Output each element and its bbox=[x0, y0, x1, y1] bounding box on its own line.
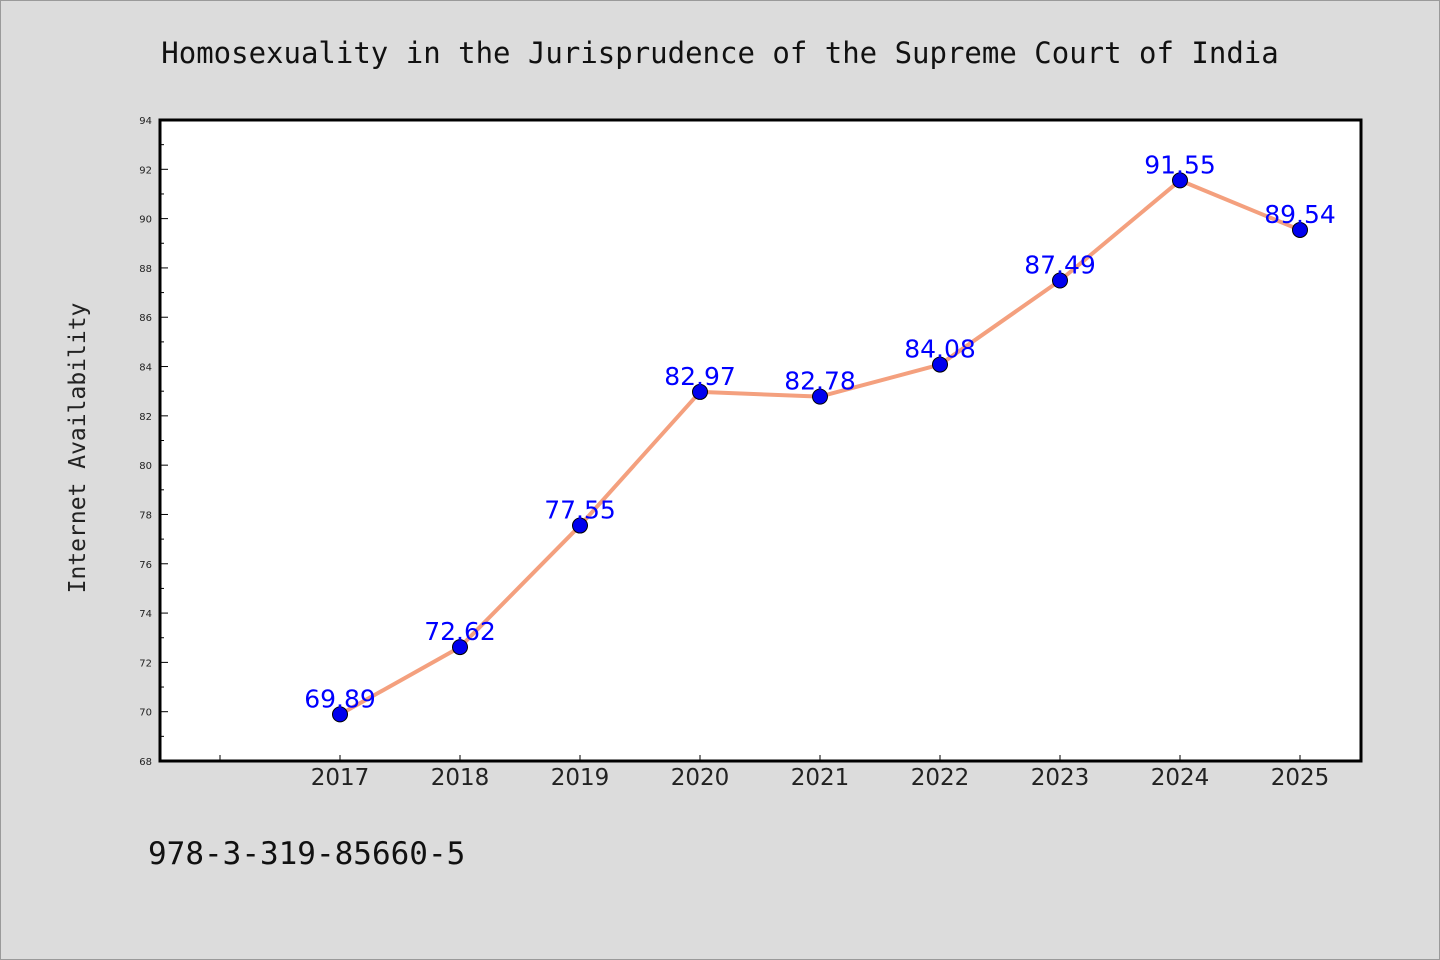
y-tick-label: 76 bbox=[139, 560, 152, 571]
y-axis-label: Internet Availability bbox=[65, 303, 91, 594]
y-tick-label: 72 bbox=[139, 658, 152, 669]
series-markers bbox=[332, 172, 1308, 723]
y-tick-label: 74 bbox=[139, 609, 152, 620]
y-tick-label: 84 bbox=[139, 363, 152, 374]
x-tick-label: 2017 bbox=[311, 765, 370, 791]
data-label: 82.78 bbox=[784, 367, 856, 396]
y-tick-label: 70 bbox=[139, 708, 152, 719]
chart-title: Homosexuality in the Jurisprudence of th… bbox=[161, 36, 1278, 70]
data-point-marker bbox=[452, 639, 468, 656]
data-label: 77.55 bbox=[544, 496, 616, 525]
y-tick-label: 82 bbox=[139, 412, 152, 423]
data-point-marker bbox=[692, 383, 708, 400]
data-label: 87.49 bbox=[1024, 250, 1096, 279]
data-label: 91.55 bbox=[1144, 150, 1216, 179]
y-tick-label: 68 bbox=[139, 757, 152, 768]
x-tick-label: 2022 bbox=[911, 765, 970, 791]
data-point-marker bbox=[332, 706, 348, 723]
data-labels: 69.89 72.62 77.55 82.97 82.78 84.08 87.49 91.55… bbox=[304, 150, 1336, 713]
plot-area bbox=[158, 118, 1363, 763]
data-point-marker bbox=[812, 388, 828, 405]
data-label: 82.97 bbox=[664, 362, 736, 391]
data-point-marker bbox=[932, 356, 948, 373]
x-tick-label: 2021 bbox=[791, 765, 850, 791]
data-point-marker bbox=[1172, 172, 1188, 189]
x-tick-label: 2019 bbox=[551, 765, 610, 791]
y-axis: 68 70 72 74 76 78 80 82 84 86 88 90 92 94 bbox=[139, 116, 168, 768]
data-label: 69.89 bbox=[304, 684, 376, 713]
data-label: 72.62 bbox=[424, 617, 496, 646]
y-tick-label: 80 bbox=[139, 461, 152, 472]
data-label: 89.54 bbox=[1264, 200, 1336, 229]
data-label: 84.08 bbox=[904, 335, 976, 364]
y-tick-label: 92 bbox=[139, 165, 152, 176]
x-tick-label: 2023 bbox=[1031, 765, 1090, 791]
y-tick-label: 78 bbox=[139, 510, 152, 521]
y-tick-label: 88 bbox=[139, 264, 152, 275]
data-point-marker bbox=[1052, 272, 1068, 289]
y-tick-label: 94 bbox=[139, 116, 152, 127]
isbn-text: 978-3-319-85660-5 bbox=[148, 836, 465, 872]
y-tick-label: 86 bbox=[139, 313, 152, 324]
x-tick-label: 2020 bbox=[671, 765, 730, 791]
x-tick-label: 2025 bbox=[1271, 765, 1330, 791]
y-tick-label: 90 bbox=[139, 215, 152, 226]
data-point-marker bbox=[572, 517, 588, 534]
x-axis: 2017 2018 2019 2020 2021 2022 2023 2024 2025 bbox=[219, 755, 1330, 791]
x-tick-label: 2018 bbox=[431, 765, 490, 791]
data-point-marker bbox=[1292, 221, 1308, 238]
x-tick-label: 2024 bbox=[1151, 765, 1210, 791]
